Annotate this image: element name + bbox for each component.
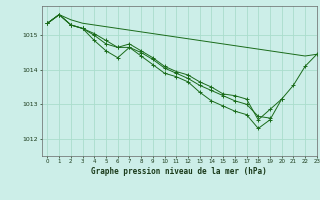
- X-axis label: Graphe pression niveau de la mer (hPa): Graphe pression niveau de la mer (hPa): [91, 167, 267, 176]
